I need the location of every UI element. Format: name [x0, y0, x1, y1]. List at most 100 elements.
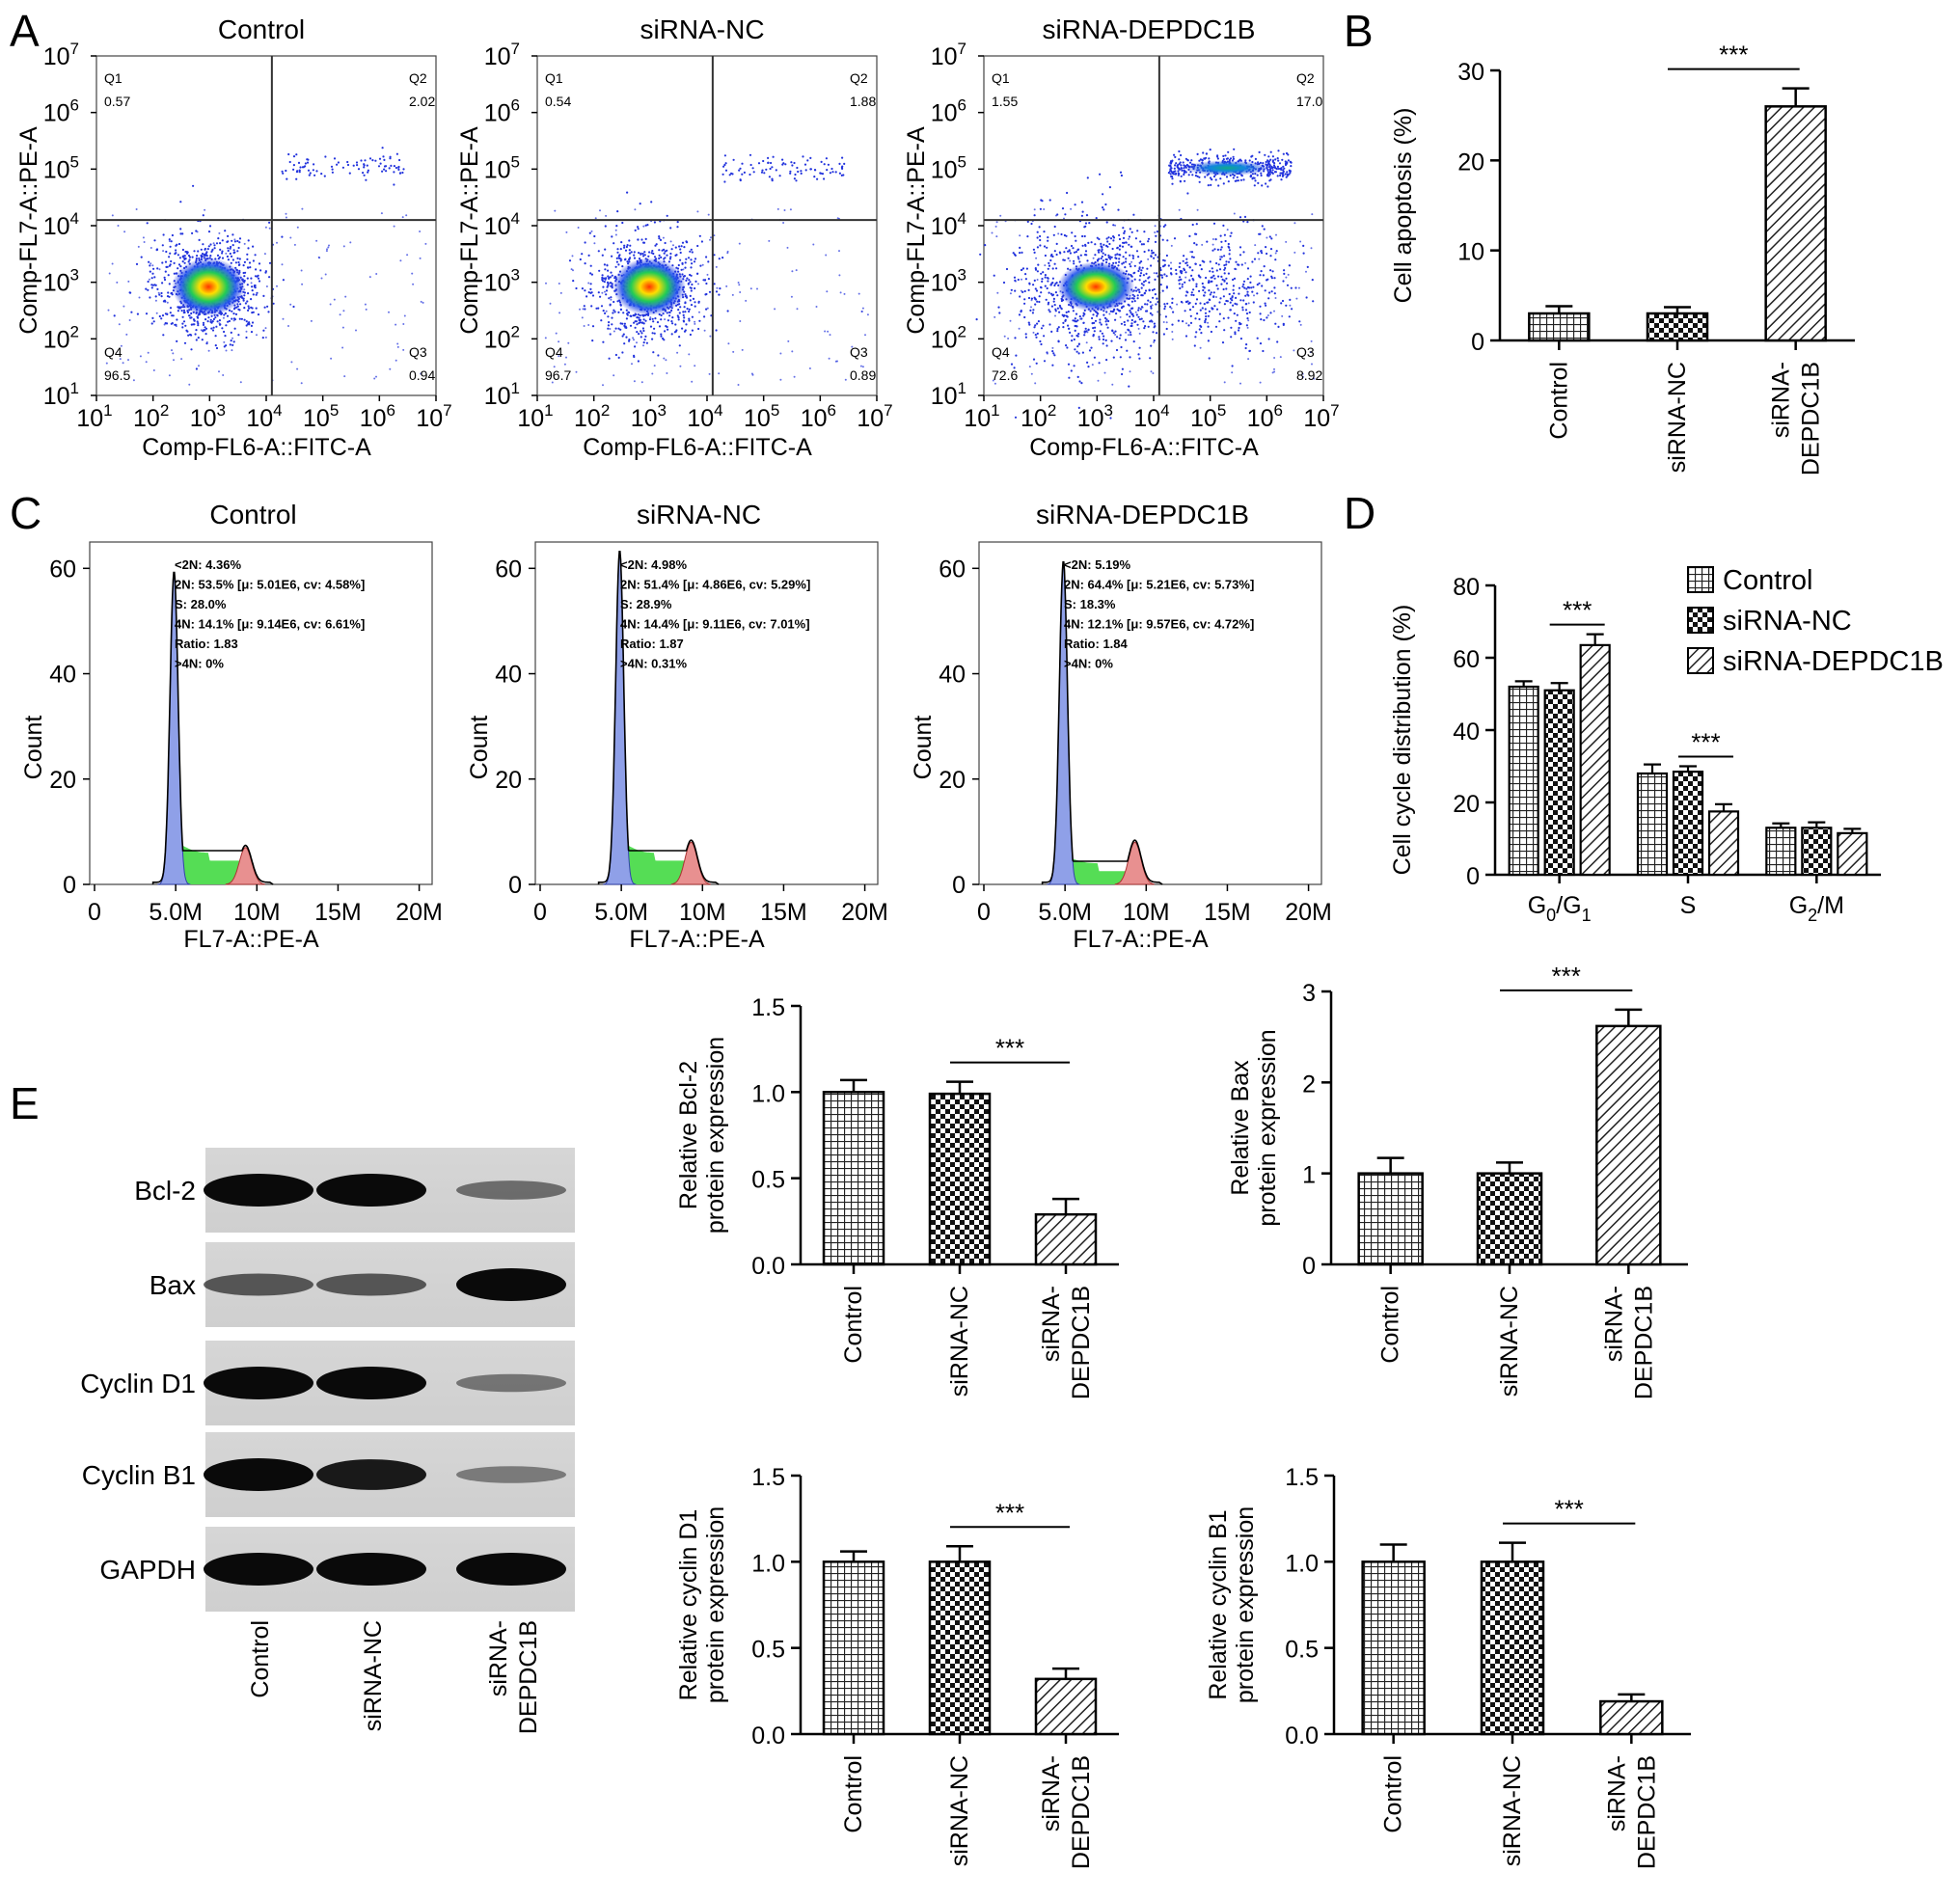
x-category-label: Control [1377, 1286, 1404, 1364]
flow-event [584, 289, 586, 292]
flow-event [1191, 269, 1194, 272]
flow-event [1098, 237, 1101, 241]
flow-event [1232, 176, 1235, 179]
flow-event [1105, 359, 1108, 362]
flow-event [826, 290, 829, 293]
flow-event [687, 283, 690, 285]
flow-event [419, 257, 422, 259]
flow-event [621, 221, 624, 225]
flow-event [1118, 248, 1121, 251]
flow-event [177, 306, 179, 309]
flow-event [1084, 222, 1088, 225]
flow-event [138, 296, 141, 299]
flow-event [191, 231, 194, 234]
flow-event [1201, 259, 1204, 262]
flow-event [1043, 245, 1047, 248]
flow-event [342, 245, 345, 248]
flow-event [607, 315, 610, 318]
flow-event [1207, 314, 1210, 317]
histogram-stat-line: Ratio: 1.87 [620, 637, 684, 651]
flow-event [611, 274, 613, 277]
flow-event [1025, 267, 1028, 270]
flow-event [1196, 312, 1199, 315]
histogram-1: siRNA-NC<2N: 4.98%2N: 51.4% [μ: 4.86E6, … [466, 500, 888, 953]
flow-event [1034, 303, 1037, 306]
flow-event [1147, 299, 1150, 302]
flow-event [1082, 314, 1085, 317]
flow-event [1049, 284, 1052, 286]
flow-event [384, 165, 388, 168]
flow-event [299, 166, 302, 169]
flow-event [1045, 298, 1048, 301]
flow-event [170, 259, 173, 263]
flow-event [160, 317, 163, 320]
x-tick-label: 105 [744, 401, 779, 432]
histogram-stat-line: 2N: 51.4% [μ: 4.86E6, cv: 5.29%] [620, 578, 810, 592]
y-tick-base: 10 [484, 43, 511, 70]
flow-event [605, 277, 608, 280]
bar-Control [1636, 772, 1669, 877]
flow-event [1039, 234, 1042, 238]
flow-event [165, 250, 168, 254]
flow-event [738, 242, 741, 245]
legend-swatch-1 [1687, 607, 1714, 634]
flow-event [383, 168, 386, 171]
y-axis-label-line: Relative cyclin D1 [675, 1509, 702, 1701]
flow-event [1211, 249, 1214, 252]
flow-event [1073, 251, 1076, 254]
flow-event [1039, 207, 1042, 210]
flow-event [1121, 306, 1124, 309]
flow-event [202, 323, 205, 326]
flow-event [306, 161, 310, 164]
flow-event [642, 255, 645, 258]
x-tick-base: 10 [744, 405, 771, 432]
flow-event [142, 236, 145, 239]
quadrant-value-q2: 17.0 [1296, 94, 1322, 109]
flow-event [1204, 312, 1208, 314]
flow-event [1057, 339, 1060, 342]
flow-event [1141, 294, 1144, 297]
blot-band [316, 1174, 426, 1207]
flow-event [1102, 193, 1104, 196]
quadrant-value-q3: 0.89 [850, 367, 876, 383]
flow-event [625, 317, 629, 320]
flow-event [1277, 167, 1280, 171]
flow-event [674, 246, 677, 249]
flow-event [1231, 299, 1234, 302]
flow-event [1163, 308, 1166, 311]
flow-event [1220, 246, 1223, 249]
flow-event [687, 257, 691, 259]
flow-event [1105, 344, 1108, 347]
flow-event [1232, 278, 1235, 282]
flow-event [1248, 159, 1251, 162]
flow-event [1221, 278, 1224, 281]
flow-event [255, 293, 258, 296]
flow-event [251, 289, 254, 292]
flow-event [1143, 231, 1146, 233]
flow-event [1180, 164, 1183, 167]
flow-event [1092, 334, 1095, 337]
flow-event [1273, 357, 1276, 359]
flow-event [652, 351, 655, 354]
flow-event [1148, 276, 1151, 279]
flow-event [1127, 319, 1130, 322]
flow-event [689, 281, 692, 284]
flow-event [371, 159, 374, 162]
x-tick-base: 10 [517, 405, 544, 432]
flow-event [1032, 284, 1035, 286]
flow-event [1028, 366, 1031, 368]
flow-event [656, 321, 660, 324]
flow-event [315, 239, 318, 242]
flow-event [222, 316, 225, 319]
flow-event [1053, 354, 1056, 357]
flow-event [180, 358, 183, 361]
flow-event [1151, 313, 1154, 316]
flow-event [715, 265, 718, 268]
quadrant-value-q4: 72.6 [992, 367, 1018, 383]
flow-event [352, 164, 355, 167]
flow-event [660, 313, 663, 317]
flow-event [1112, 224, 1115, 227]
flow-event [675, 329, 678, 332]
flow-event [268, 261, 272, 264]
x-category-label: siRNA- DEPDC1B [1768, 362, 1825, 475]
